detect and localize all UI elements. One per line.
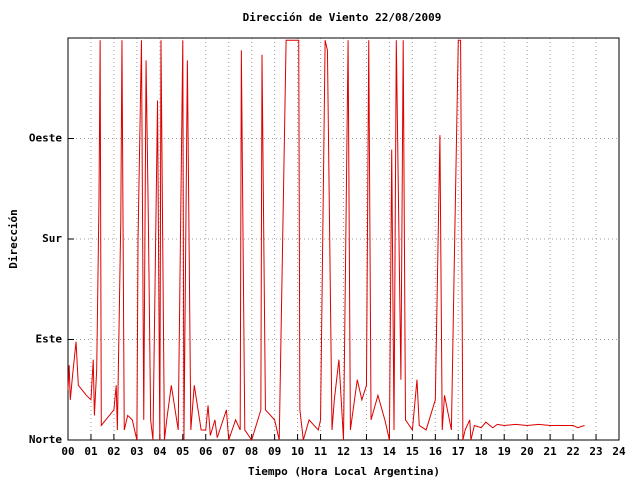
x-tick-label: 17 (452, 445, 465, 458)
x-tick-label: 20 (521, 445, 534, 458)
x-tick-label: 02 (107, 445, 120, 458)
x-tick-label: 04 (153, 445, 167, 458)
chart-title: Dirección de Viento 22/08/2009 (243, 11, 442, 24)
y-axis-label: Dirección (7, 209, 20, 269)
x-tick-label: 24 (612, 445, 626, 458)
x-tick-label: 10 (291, 445, 304, 458)
x-tick-label: 05 (176, 445, 189, 458)
y-tick-label: Sur (42, 232, 62, 245)
x-tick-label: 16 (429, 445, 443, 458)
x-tick-label: 11 (314, 445, 328, 458)
x-tick-label: 19 (498, 445, 511, 458)
y-tick-label: Norte (29, 433, 62, 446)
x-tick-label: 00 (61, 445, 74, 458)
x-tick-label: 06 (199, 445, 213, 458)
x-tick-label: 21 (544, 445, 558, 458)
x-tick-label: 01 (84, 445, 98, 458)
data-line (67, 39, 585, 442)
x-tick-label: 12 (337, 445, 350, 458)
x-tick-label: 15 (406, 445, 419, 458)
x-tick-label: 09 (268, 445, 281, 458)
y-tick-label: Este (36, 333, 63, 346)
x-tick-label: 03 (130, 445, 143, 458)
x-tick-label: 07 (222, 445, 235, 458)
x-tick-label: 18 (475, 445, 488, 458)
x-tick-label: 14 (383, 445, 397, 458)
y-tick-label: Oeste (29, 132, 62, 145)
x-tick-label: 08 (245, 445, 258, 458)
x-tick-label: 13 (360, 445, 373, 458)
x-tick-label: 22 (566, 445, 579, 458)
x-tick-label: 23 (589, 445, 602, 458)
x-axis-label: Tiempo (Hora Local Argentina) (248, 465, 440, 478)
